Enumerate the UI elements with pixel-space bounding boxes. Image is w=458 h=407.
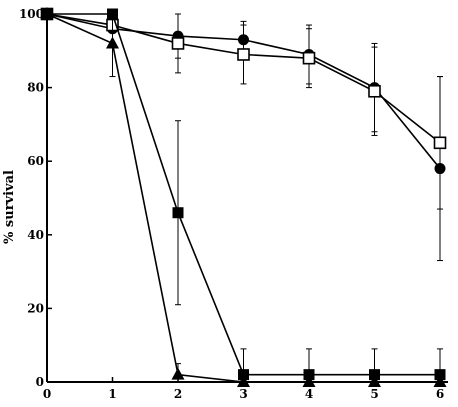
data-point [369, 369, 380, 381]
data-point [237, 48, 250, 61]
data-point [302, 51, 316, 65]
data-point [302, 375, 316, 387]
x-tick-label: 0 [43, 387, 51, 401]
data-point [171, 367, 185, 380]
x-tick-label: 4 [305, 387, 313, 401]
data-point [40, 7, 54, 19]
axes [46, 10, 448, 383]
y-tick-label: 40 [27, 228, 44, 242]
y-tick-label: 20 [27, 301, 44, 315]
y-axis-ticks: 0 20 40 60 80 100 [19, 7, 52, 389]
data-point [172, 207, 184, 219]
x-tick-label: 6 [436, 387, 444, 401]
x-tick-label: 1 [108, 387, 116, 401]
data-point [434, 369, 446, 381]
series-layer [40, 7, 447, 387]
data-point [433, 375, 447, 387]
x-tick-label: 3 [239, 387, 247, 401]
data-point [303, 369, 315, 381]
data-point [433, 136, 447, 150]
y-tick-label: 0 [36, 375, 44, 389]
series-filled-triangle [40, 7, 447, 387]
data-point [237, 375, 250, 387]
data-point [368, 375, 381, 387]
y-axis-label: % survival [2, 170, 17, 244]
data-point [106, 36, 119, 49]
data-point [238, 369, 249, 381]
x-tick-label: 5 [370, 387, 378, 401]
y-tick-label: 60 [27, 154, 44, 168]
data-point [171, 37, 185, 50]
y-tick-label: 100 [19, 7, 44, 21]
x-tick-label: 2 [174, 387, 182, 401]
y-tick-label: 80 [27, 81, 44, 95]
data-point [368, 84, 381, 98]
